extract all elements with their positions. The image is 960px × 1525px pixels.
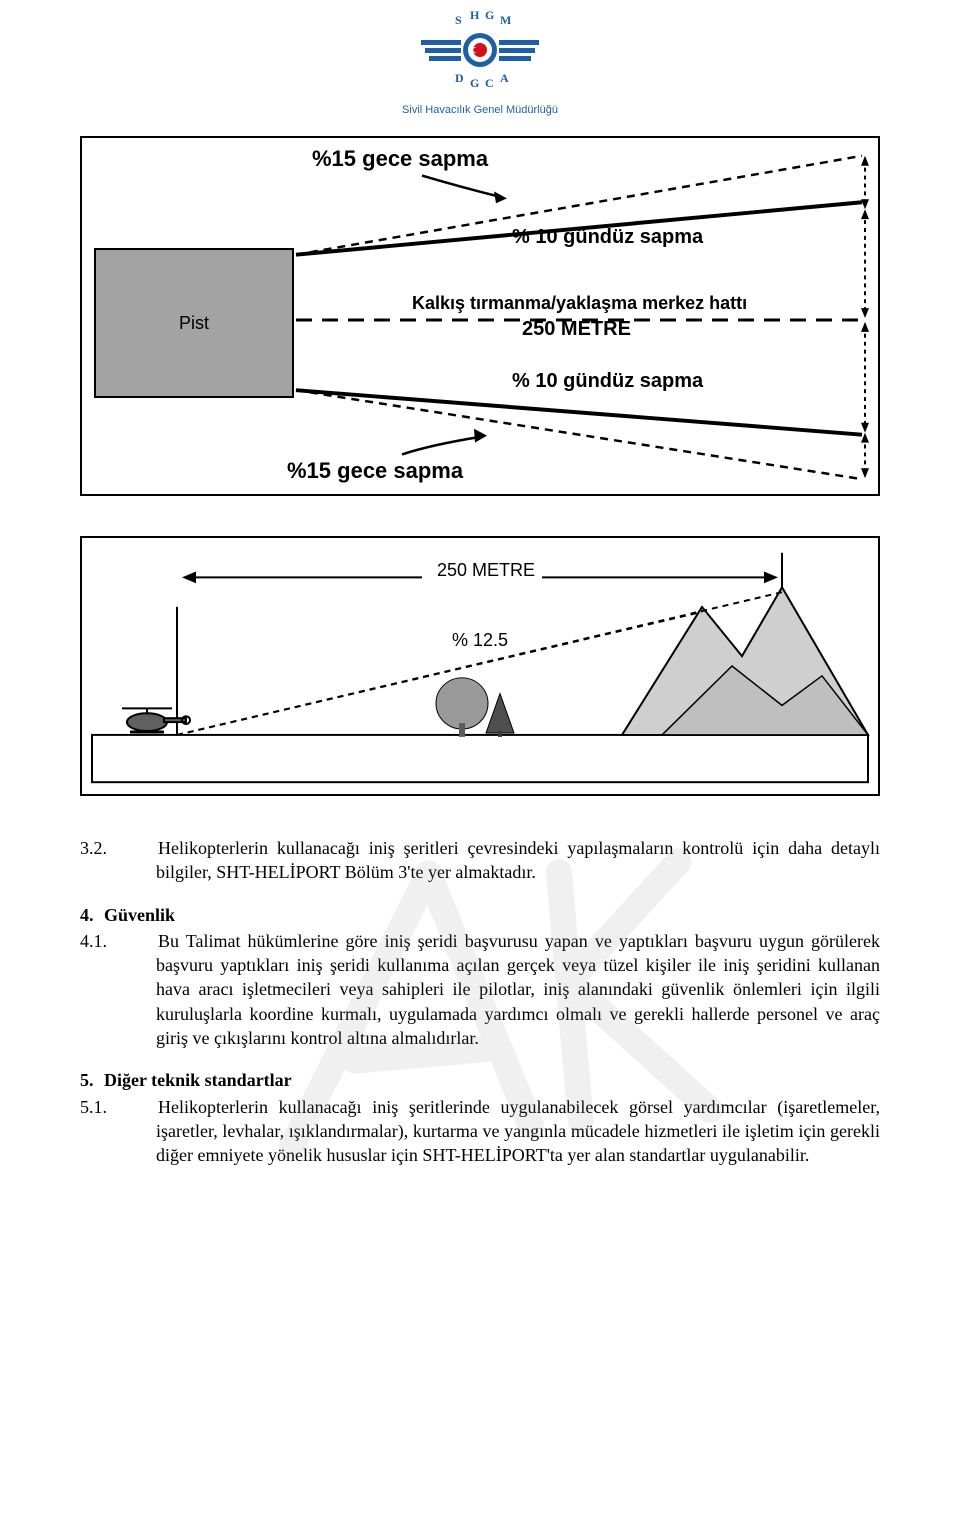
para-3-2: 3.2.Helikopterlerin kullanacağı iniş şer… xyxy=(80,836,880,885)
svg-text:A: A xyxy=(500,71,509,85)
text-5-1: Helikopterlerin kullanacağı iniş şeritle… xyxy=(156,1097,880,1166)
header-logo: S H G M D G C A Sivil Havacılık Genel Mü… xyxy=(80,10,880,116)
num-4-1: 4.1. xyxy=(118,929,158,953)
svg-text:G: G xyxy=(485,10,494,22)
runway-label: Pist xyxy=(179,313,209,334)
svg-text:S: S xyxy=(455,13,462,27)
section-4: 4.Güvenlik 4.1.Bu Talimat hükümlerine gö… xyxy=(80,903,880,1051)
svg-text:G: G xyxy=(470,76,479,90)
runway-box: Pist xyxy=(94,248,294,398)
day-splay-bottom-label: % 10 gündüz sapma xyxy=(512,370,703,393)
text-3-2: Helikopterlerin kullanacağı iniş şeritle… xyxy=(156,838,880,882)
title-4: Güvenlik xyxy=(104,905,175,925)
day-splay-top-label: % 10 gündüz sapma xyxy=(512,226,703,249)
text-section: 3.2.Helikopterlerin kullanacağı iniş şer… xyxy=(80,836,880,1168)
approach-splay-diagram: Pist %15 gece sapma % 10 gündüz sapma Ka… xyxy=(80,136,880,496)
para-4-1: 4.1.Bu Talimat hükümlerine göre iniş şer… xyxy=(80,929,880,1050)
num-4: 4. xyxy=(80,903,104,927)
num-5: 5. xyxy=(80,1068,104,1092)
night-splay-top-label: %15 gece sapma xyxy=(312,146,488,172)
num-5-1: 5.1. xyxy=(118,1095,158,1119)
centerline-label: Kalkış tırmanma/yaklaşma merkez hattı xyxy=(412,293,747,314)
slope-percent-label: % 12.5 xyxy=(452,630,508,651)
title-5: Diğer teknik standartlar xyxy=(104,1070,292,1090)
heading-4: 4.Güvenlik xyxy=(80,903,880,927)
body-text: 3.2.Helikopterlerin kullanacağı iniş şer… xyxy=(80,836,880,1168)
text-4-1: Bu Talimat hükümlerine göre iniş şeridi … xyxy=(156,931,880,1048)
svg-text:D: D xyxy=(455,71,464,85)
svg-text:H: H xyxy=(470,10,480,22)
svg-text:M: M xyxy=(500,13,511,27)
slope-distance-label: 250 METRE xyxy=(437,560,535,581)
approach-slope-diagram: 250 METRE % 12.5 xyxy=(80,536,880,796)
heading-5: 5.Diğer teknik standartlar xyxy=(80,1068,880,1092)
para-5-1: 5.1.Helikopterlerin kullanacağı iniş şer… xyxy=(80,1095,880,1168)
section-5: 5.Diğer teknik standartlar 5.1.Helikopte… xyxy=(80,1068,880,1167)
centerline-distance-label: 250 METRE xyxy=(522,318,631,341)
svg-text:C: C xyxy=(485,76,494,90)
night-splay-bottom-label: %15 gece sapma xyxy=(287,458,463,484)
shgm-logo-svg: S H G M D G C A xyxy=(415,10,545,95)
num-3-2: 3.2. xyxy=(118,836,158,860)
logo-caption: Sivil Havacılık Genel Müdürlüğü xyxy=(80,104,880,116)
